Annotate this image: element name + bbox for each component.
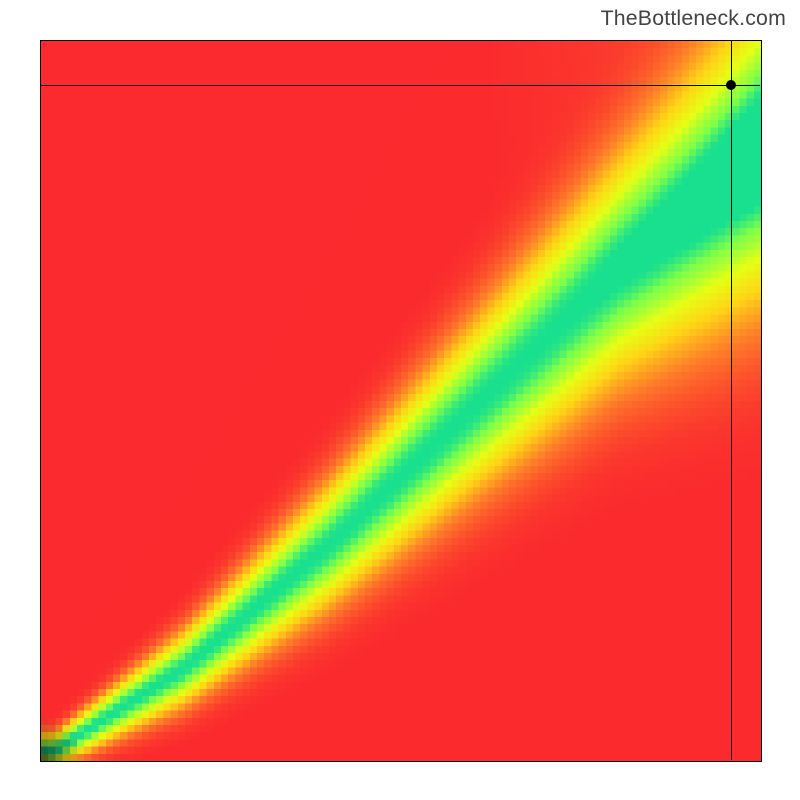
heatmap-canvas [40, 40, 762, 762]
crosshair-vertical [731, 40, 732, 760]
bottleneck-heatmap [40, 40, 760, 760]
watermark-text: TheBottleneck.com [601, 6, 786, 31]
crosshair-horizontal [40, 85, 760, 86]
